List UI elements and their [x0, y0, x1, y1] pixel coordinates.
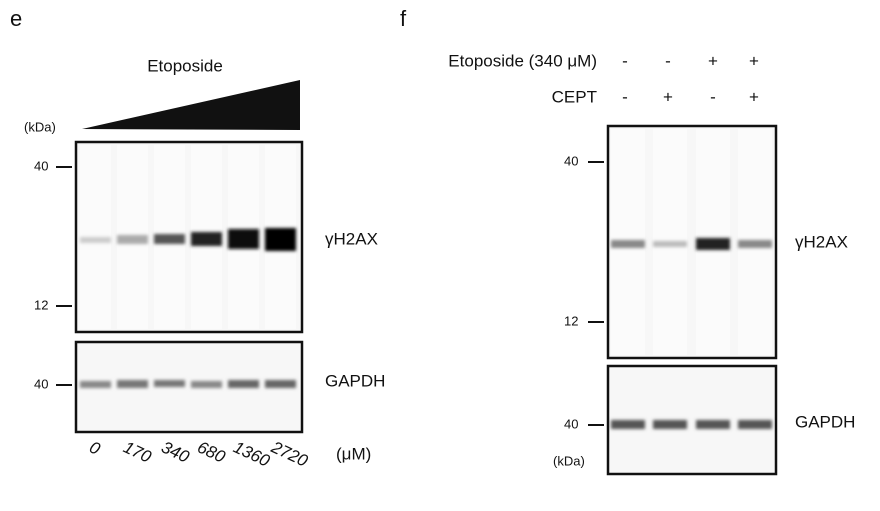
sign: -	[710, 87, 716, 106]
unit-label: (μM)	[336, 444, 371, 463]
protein-label: GAPDH	[325, 371, 385, 390]
signs: - - + + - + - +	[622, 51, 759, 106]
tick-label: 40	[34, 158, 48, 173]
blot	[74, 140, 304, 334]
protein-label: γH2AX	[325, 229, 378, 248]
lane-labels: 0 170 340 680 1360 2720	[86, 437, 311, 471]
protein-label: γH2AX	[795, 232, 848, 251]
bands	[611, 238, 772, 250]
treatment-label: Etoposide	[147, 56, 223, 75]
bands	[80, 380, 296, 388]
sign: -	[665, 51, 671, 70]
blot	[74, 340, 304, 434]
lane-label: 1360	[230, 437, 273, 470]
sign: +	[663, 87, 673, 106]
sign: +	[749, 87, 759, 106]
sign: -	[622, 87, 628, 106]
bands	[80, 228, 296, 251]
bands	[611, 420, 772, 429]
lane-label: 680	[194, 437, 228, 466]
tick-label: 40	[34, 376, 48, 391]
protein-label: GAPDH	[795, 412, 855, 431]
sign: +	[708, 51, 718, 70]
tick-label: 40	[564, 153, 578, 168]
panel-label: f	[400, 6, 407, 31]
tick-label: 12	[564, 313, 578, 328]
lane-label: 340	[158, 437, 192, 466]
condition-label: Etoposide (340 μM)	[448, 51, 597, 70]
kda-label: (kDa)	[553, 453, 585, 468]
condition-label: CEPT	[552, 87, 597, 106]
sign: -	[622, 51, 628, 70]
lane-label: 0	[86, 437, 103, 458]
lane-label: 2720	[268, 437, 312, 471]
kda-label: (kDa)	[24, 119, 56, 134]
panel-label: e	[10, 6, 22, 31]
gradient-triangle	[82, 80, 300, 130]
tick-label: 40	[564, 416, 578, 431]
tick-label: 12	[34, 297, 48, 312]
sign: +	[749, 51, 759, 70]
lane-label: 170	[120, 437, 154, 466]
